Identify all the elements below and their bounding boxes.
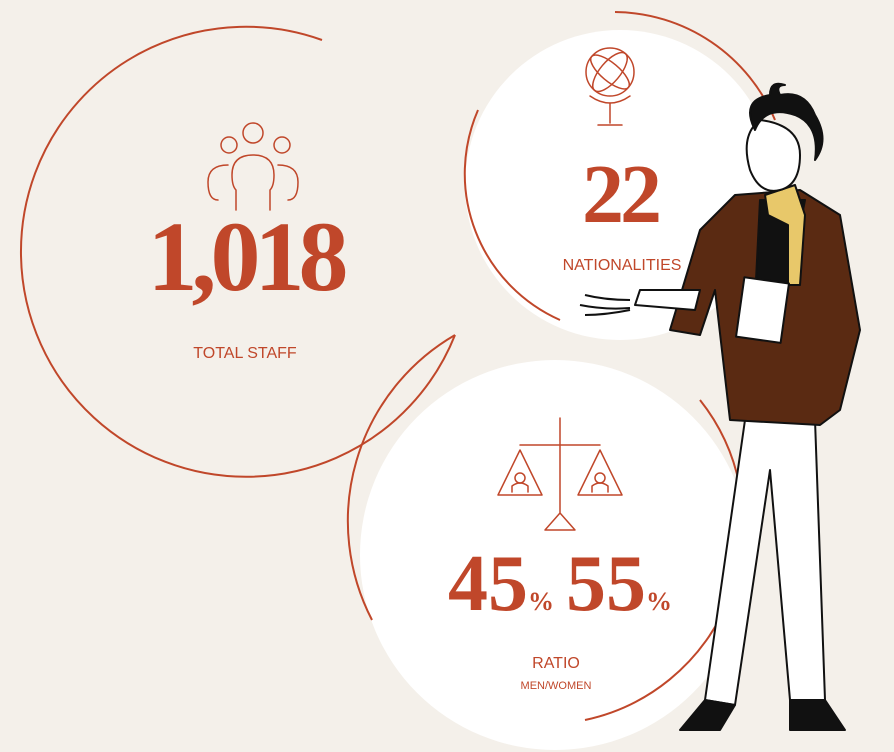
ratio-circle xyxy=(360,360,750,750)
scale-icon xyxy=(497,417,623,531)
nationalities-arc-left xyxy=(463,109,561,321)
ratio-sublabel: MEN/WOMEN xyxy=(521,680,592,692)
staff-value: 1,018 xyxy=(148,201,346,312)
ratio-label: RATIO xyxy=(532,655,580,672)
ratio-arc-left xyxy=(346,334,456,621)
staff-arc xyxy=(19,25,456,478)
globe-icon xyxy=(585,47,635,126)
nationalities-label: NATIONALITIES xyxy=(563,257,682,274)
staff-label: TOTAL STAFF xyxy=(193,345,297,362)
people-icon xyxy=(207,122,299,211)
women-value: 55 xyxy=(566,540,646,628)
men-value: 45 xyxy=(448,540,528,628)
nationalities-value: 22 xyxy=(582,148,659,241)
men-unit: % xyxy=(528,587,554,616)
ratio-values: 45% 55% xyxy=(448,540,672,628)
person-illustration xyxy=(579,82,861,731)
women-unit: % xyxy=(646,587,672,616)
